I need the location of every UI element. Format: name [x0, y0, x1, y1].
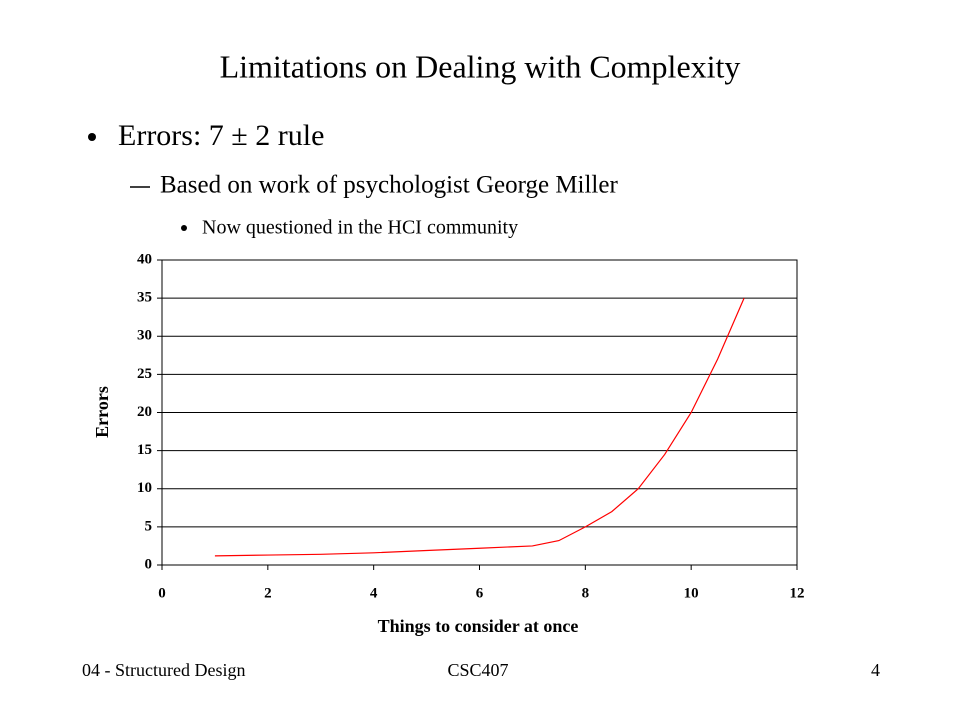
y-tick-label: 30	[137, 328, 152, 344]
x-tick-label: 6	[476, 585, 484, 601]
y-tick-label: 0	[145, 556, 153, 572]
bullet-dot	[88, 133, 96, 141]
x-axis-label: Things to consider at once	[378, 616, 579, 636]
y-tick-label: 25	[137, 366, 152, 382]
x-tick-label: 0	[158, 585, 166, 601]
page-number: 4	[871, 660, 880, 680]
bullet: Errors: 7 ± 2 rule	[118, 119, 324, 152]
sub-bullet: Based on work of psychologist George Mil…	[160, 172, 618, 199]
footer-center: CSC407	[447, 660, 508, 680]
y-tick-label: 10	[137, 480, 152, 496]
x-tick-label: 8	[582, 585, 590, 601]
x-tick-label: 12	[790, 585, 805, 601]
y-tick-label: 35	[137, 290, 152, 306]
x-tick-label: 4	[370, 585, 378, 601]
x-tick-label: 10	[684, 585, 699, 601]
x-tick-label: 2	[264, 585, 272, 601]
y-tick-label: 20	[137, 404, 152, 420]
sub-sub-bullet: Now questioned in the HCI community	[202, 217, 518, 239]
data-line	[214, 297, 745, 557]
y-tick-label: 5	[145, 518, 153, 534]
y-tick-label: 15	[137, 442, 152, 458]
sub-sub-bullet-dot	[181, 225, 187, 231]
footer-left: 04 - Structured Design	[82, 660, 245, 680]
slide-title: Limitations on Dealing with Complexity	[220, 48, 741, 84]
y-axis-label: Errors	[92, 386, 112, 438]
y-tick-label: 40	[137, 251, 152, 267]
